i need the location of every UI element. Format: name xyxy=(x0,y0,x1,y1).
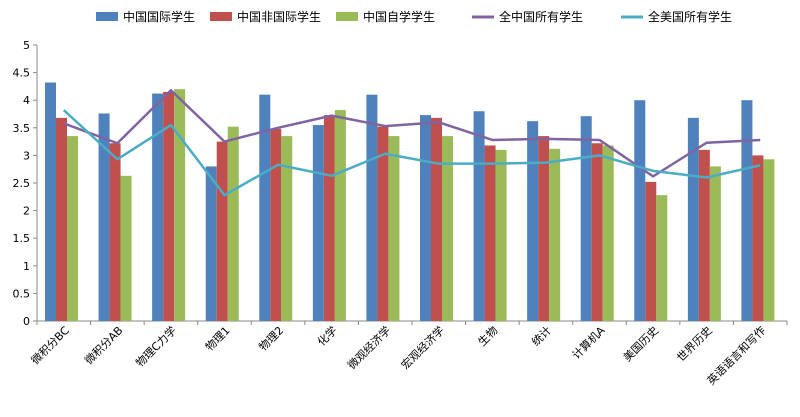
legend-label: 中国非国际学生 xyxy=(237,9,321,24)
bar-3 xyxy=(549,148,561,321)
bar-3 xyxy=(495,149,507,321)
x-category-label: 微积分BC xyxy=(28,323,72,367)
bar-3 xyxy=(334,110,346,321)
bar-2 xyxy=(109,143,121,321)
bar-3 xyxy=(763,159,775,321)
x-category-label: 化学 xyxy=(314,323,339,348)
bar-2 xyxy=(377,126,389,321)
y-tick-label: 4.5 xyxy=(13,67,31,80)
y-tick-label: 1 xyxy=(23,260,30,273)
bar-1 xyxy=(580,116,592,321)
legend-swatch xyxy=(96,12,118,21)
bar-2 xyxy=(163,91,175,321)
legend-label: 全美国所有学生 xyxy=(648,9,732,24)
legend: 中国国际学生 中国非国际学生 中国自学学生 全中国所有学生 全美国所有学生 xyxy=(96,9,732,24)
bar-2 xyxy=(323,115,335,321)
y-tick-label: 3.5 xyxy=(13,122,31,135)
bar-1 xyxy=(741,100,753,321)
bar-2 xyxy=(538,136,550,321)
legend-label: 中国国际学生 xyxy=(123,9,195,24)
bar-2 xyxy=(56,117,67,321)
legend-swatch xyxy=(336,12,358,21)
bar-3 xyxy=(67,136,78,321)
x-category-label: 物理1 xyxy=(202,323,232,353)
legend-label: 中国自学学生 xyxy=(363,9,435,24)
bar-1 xyxy=(527,121,539,322)
bar-3 xyxy=(174,89,186,321)
bar-1 xyxy=(45,82,56,321)
bar-3 xyxy=(227,126,239,321)
bar-1 xyxy=(634,100,646,321)
bar-3 xyxy=(442,136,453,321)
bar-1 xyxy=(473,111,485,322)
x-category-label: 微观经济学 xyxy=(345,323,394,372)
y-tick-label: 5 xyxy=(23,39,30,52)
bar-2 xyxy=(216,141,228,321)
y-tick-label: 4 xyxy=(23,94,30,107)
line-series-2 xyxy=(62,109,761,197)
bar-1 xyxy=(259,94,271,322)
bars-layer xyxy=(45,82,775,322)
bar-3 xyxy=(388,136,400,321)
bar-3 xyxy=(709,166,721,321)
y-tick-label: 2 xyxy=(23,205,30,218)
x-category-label: 美国历史 xyxy=(621,324,661,364)
bar-1 xyxy=(312,125,324,321)
bar-2 xyxy=(431,117,442,321)
y-tick-label: 0 xyxy=(23,315,30,328)
bar-2 xyxy=(270,128,282,321)
legend-swatch xyxy=(210,12,232,21)
lines-layer xyxy=(62,89,761,197)
x-category-label: 物理2 xyxy=(256,323,286,353)
x-category-label: 宏观经济学 xyxy=(398,323,447,372)
y-tick-label: 1.5 xyxy=(13,232,31,245)
y-tick-label: 3 xyxy=(23,149,30,162)
x-category-label: 物理C力学 xyxy=(133,323,179,369)
bar-1 xyxy=(687,117,699,321)
bar-2 xyxy=(591,143,603,321)
bar-1 xyxy=(420,115,431,321)
x-category-label: 生物 xyxy=(475,323,500,348)
y-tick-label: 0.5 xyxy=(13,287,31,300)
bar-2 xyxy=(698,149,710,321)
bar-1 xyxy=(205,166,217,321)
bar-1 xyxy=(366,94,378,322)
bar-2 xyxy=(484,145,496,321)
line-series-1 xyxy=(63,89,761,178)
bar-1 xyxy=(152,93,164,322)
x-category-label: 统计 xyxy=(529,324,554,349)
bar-3 xyxy=(656,195,668,321)
x-category-label: 计算机A xyxy=(569,323,608,362)
bar-2 xyxy=(645,181,657,321)
bar-1 xyxy=(98,113,110,321)
x-category-label: 微积分AB xyxy=(82,323,126,367)
bar-3 xyxy=(120,175,132,321)
bar-2 xyxy=(752,155,764,321)
legend-label: 全中国所有学生 xyxy=(499,9,583,24)
x-category-label: 世界历史 xyxy=(674,324,714,364)
y-tick-label: 2.5 xyxy=(13,177,31,190)
bar-3 xyxy=(281,136,293,321)
bar-3 xyxy=(602,145,614,321)
